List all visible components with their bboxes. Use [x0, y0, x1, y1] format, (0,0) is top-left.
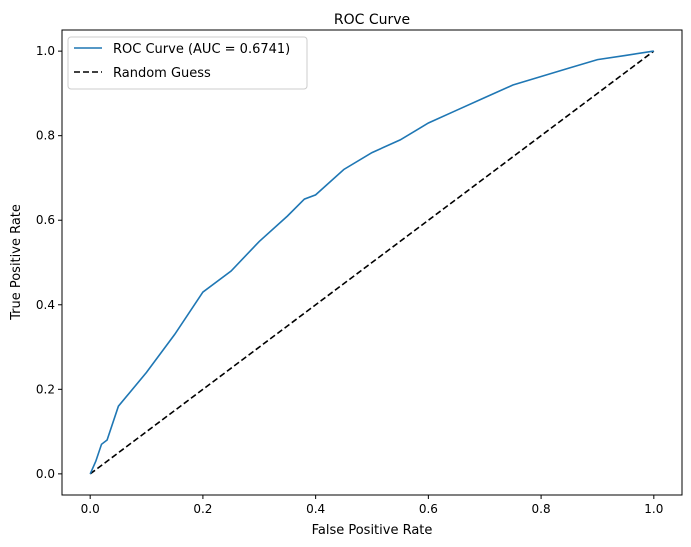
plot-area: [89, 50, 655, 475]
x-tick-label: 0.6: [419, 502, 438, 516]
x-axis-label: False Positive Rate: [312, 523, 433, 538]
x-tick-label: 0.0: [81, 502, 100, 516]
y-tick-label: 1.0: [36, 44, 55, 58]
series-line-1: [89, 50, 655, 475]
x-tick-label: 0.2: [193, 502, 212, 516]
y-axis-ticks: 0.0 0.2 0.4 0.6 0.8 1.0: [36, 44, 62, 481]
x-tick-label: 1.0: [644, 502, 663, 516]
x-axis-ticks: 0.0 0.2 0.4 0.6 0.8 1.0: [81, 495, 663, 516]
legend-box: [67, 36, 308, 90]
chart-title: ROC Curve: [334, 12, 410, 28]
x-tick-label: 0.8: [532, 502, 551, 516]
y-tick-label: 0.6: [36, 213, 55, 227]
y-tick-label: 0.4: [36, 298, 55, 312]
x-tick-label: 0.4: [306, 502, 325, 516]
legend-label-random: Random Guess: [113, 66, 211, 81]
y-tick-label: 0.0: [36, 467, 55, 481]
y-axis-label: True Positive Rate: [9, 204, 24, 321]
legend-label-roc: ROC Curve (AUC = 0.6741): [113, 42, 290, 57]
y-tick-label: 0.2: [36, 382, 55, 396]
legend: ROC Curve (AUC = 0.6741) Random Guess: [67, 36, 308, 90]
axes-frame: [61, 29, 683, 496]
y-tick-label: 0.8: [36, 129, 55, 143]
series-line-0: [89, 50, 654, 475]
